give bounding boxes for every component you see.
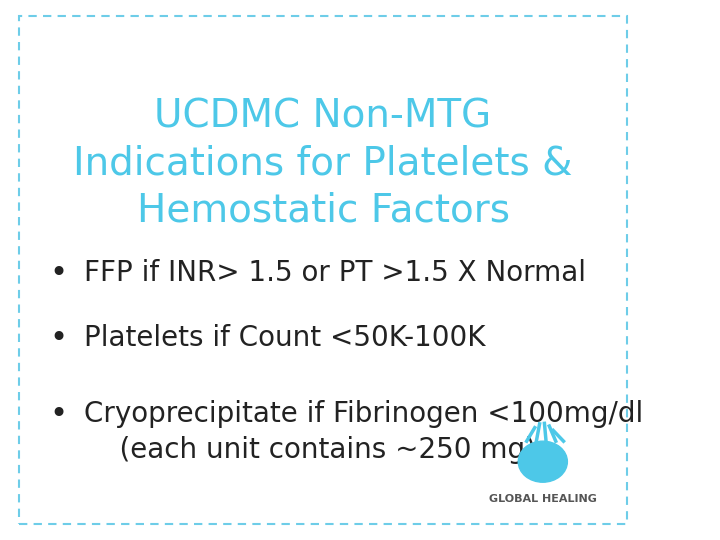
- Text: UCDMC Non-MTG
Indications for Platelets &
Hemostatic Factors: UCDMC Non-MTG Indications for Platelets …: [73, 97, 573, 229]
- Text: •: •: [49, 324, 67, 353]
- Text: Cryoprecipitate if Fibrinogen <100mg/dl
    (each unit contains ~250 mg): Cryoprecipitate if Fibrinogen <100mg/dl …: [84, 400, 643, 464]
- Circle shape: [518, 441, 567, 482]
- Text: Platelets if Count <50K-100K: Platelets if Count <50K-100K: [84, 324, 485, 352]
- Text: •: •: [49, 400, 67, 429]
- Text: FFP if INR> 1.5 or PT >1.5 X Normal: FFP if INR> 1.5 or PT >1.5 X Normal: [84, 259, 586, 287]
- Text: •: •: [49, 259, 67, 288]
- Text: GLOBAL HEALING: GLOBAL HEALING: [489, 494, 597, 504]
